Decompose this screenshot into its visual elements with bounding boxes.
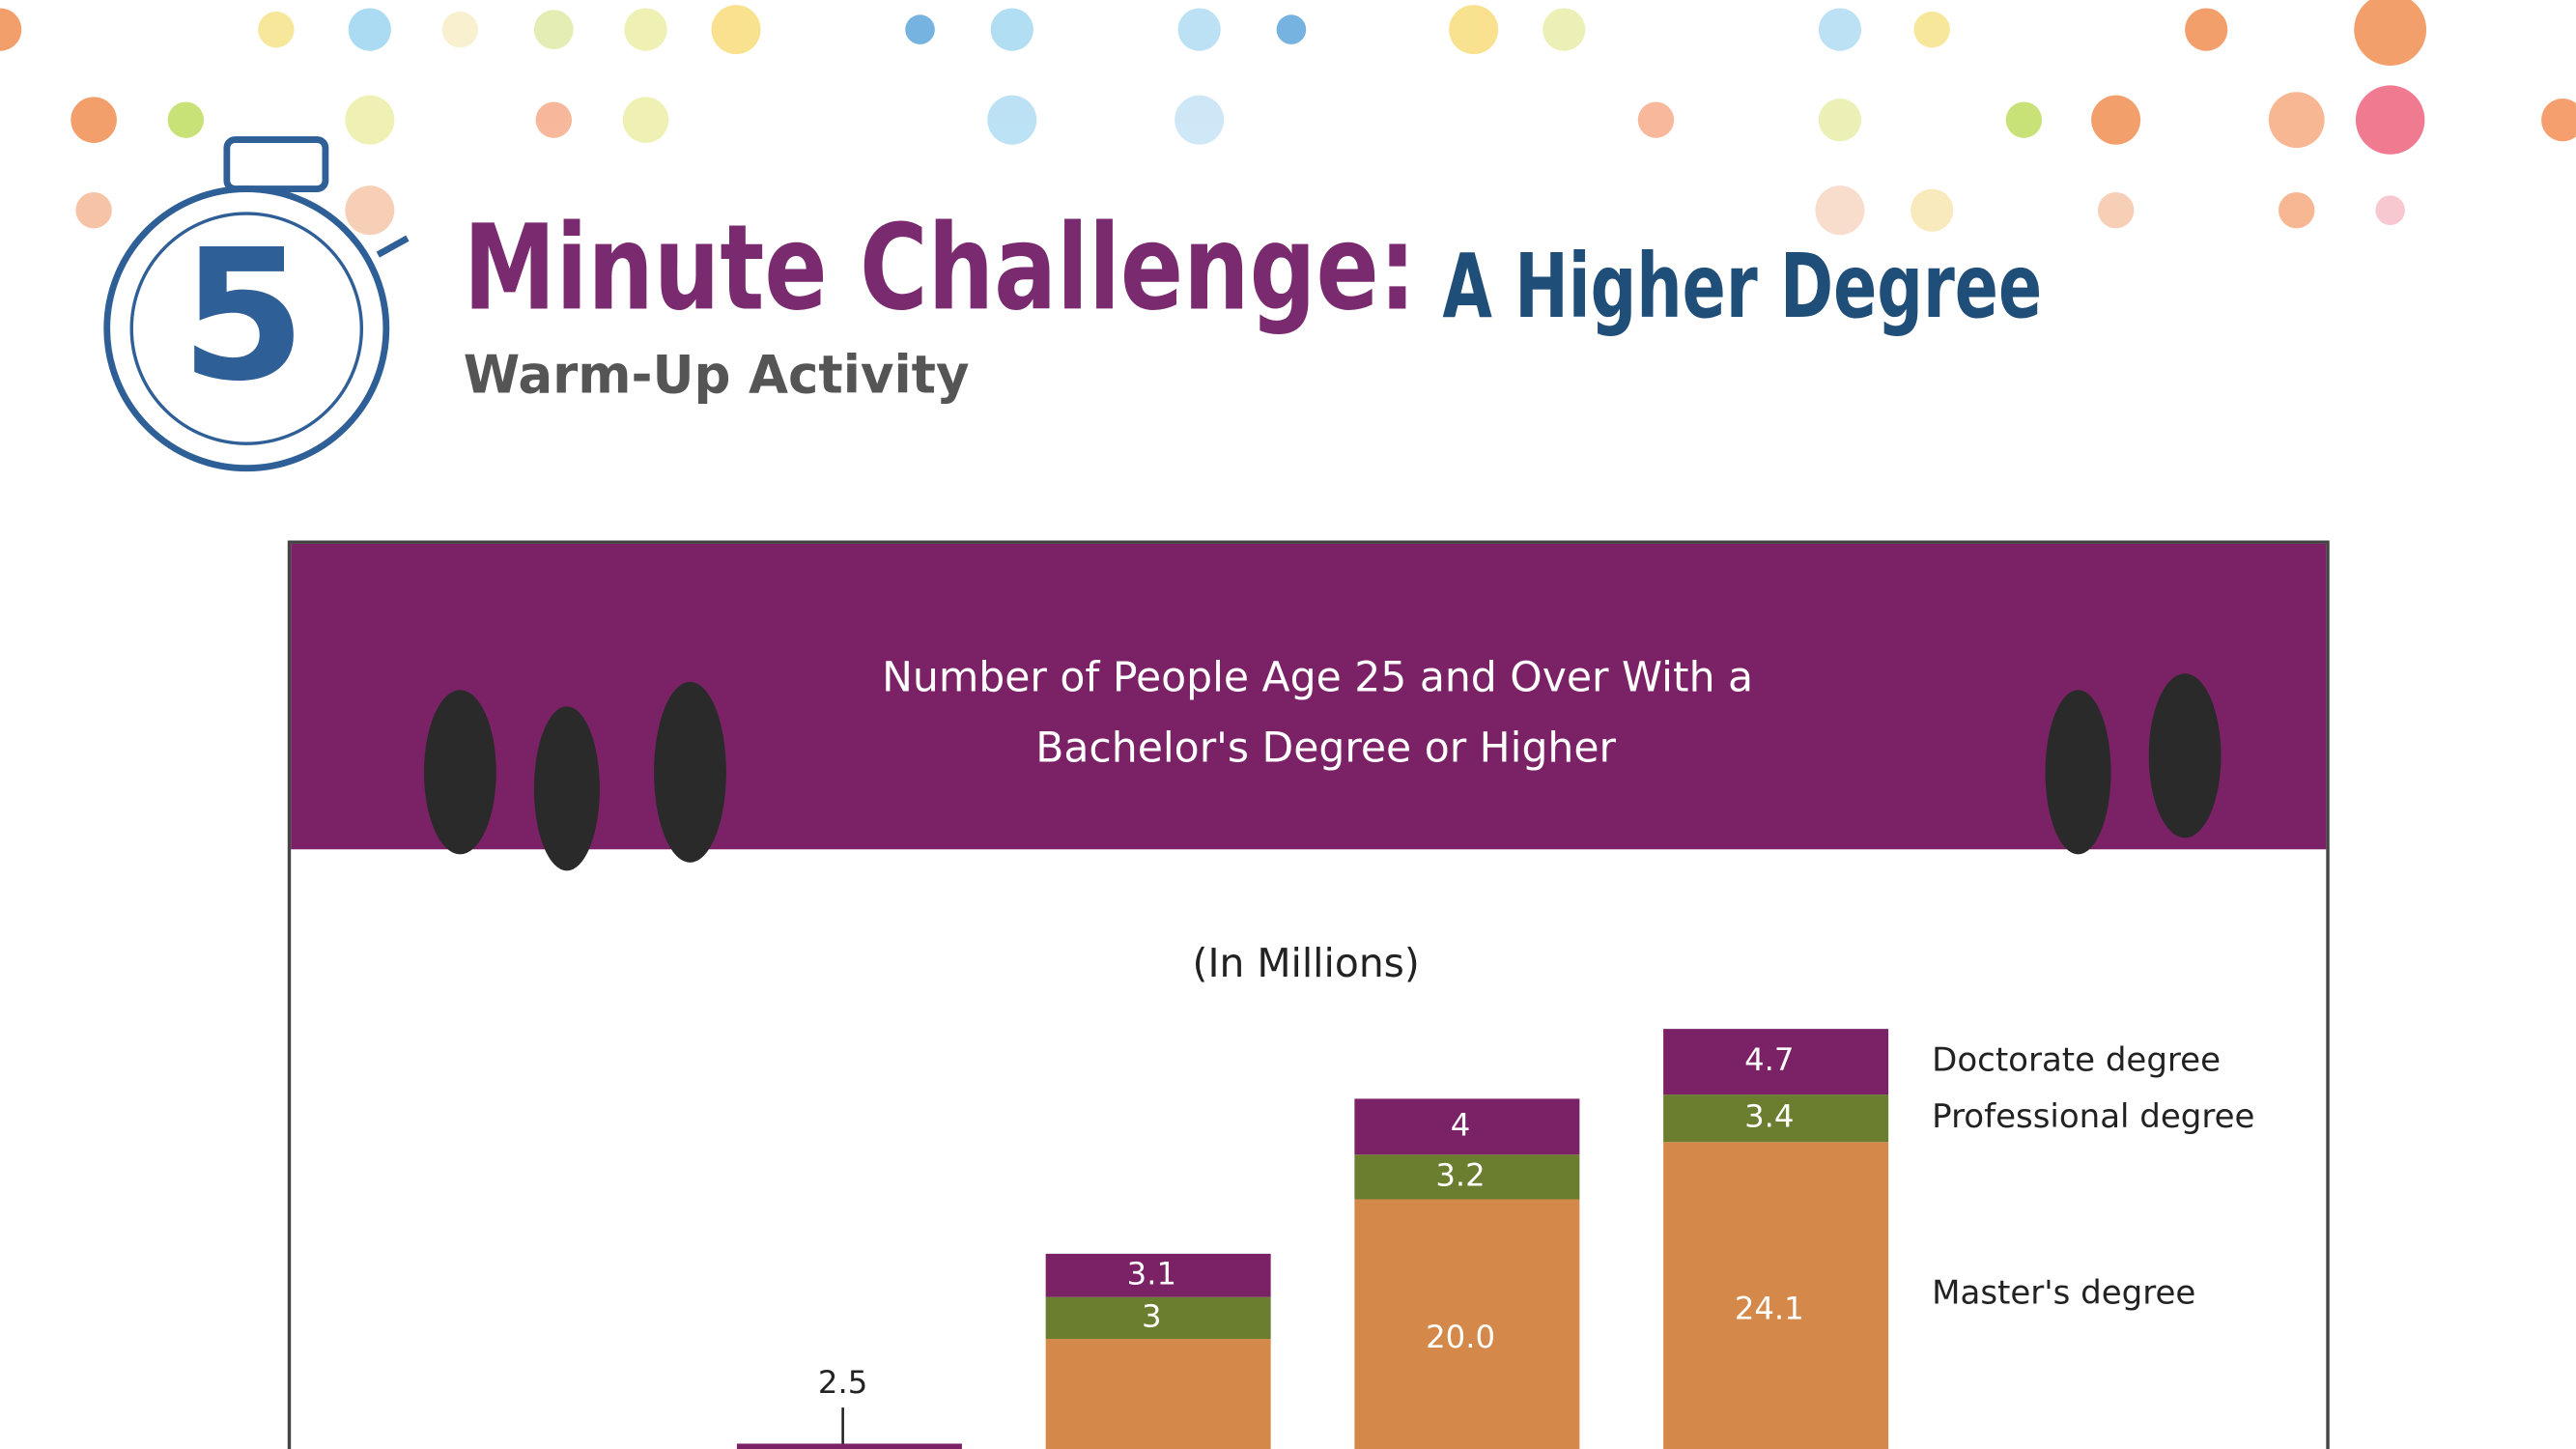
bar-segment xyxy=(1663,1094,1889,1143)
legend-label: Professional degree xyxy=(1932,1097,2254,1136)
title: Minute Challenge: xyxy=(464,198,1416,336)
legend-label: Master's degree xyxy=(1932,1274,2195,1313)
title-tail: A Higher Degree xyxy=(1442,235,2042,338)
bar-segment xyxy=(736,1443,962,1449)
chart-banner xyxy=(291,543,2327,850)
chart-title: Number of People Age 25 and Over With a xyxy=(882,655,1753,702)
labels: 2.5 3 3.1 20.0 3.2 4 24.1 Master's degree 3.4 Pro… xyxy=(818,1041,2254,1444)
value-label: 3 xyxy=(1142,1297,1162,1334)
bar-segment xyxy=(1045,1253,1271,1297)
bar-segment xyxy=(1354,1154,1580,1200)
chart-title: Bachelor's Degree or Higher xyxy=(1035,725,1616,773)
bar-segment xyxy=(1045,1296,1271,1340)
subtitle: Warm-Up Activity xyxy=(464,343,970,405)
decor-dots xyxy=(0,0,2576,236)
value-label: 20.0 xyxy=(1426,1319,1495,1355)
value-label: 2.5 xyxy=(818,1364,867,1401)
value-label: 3.1 xyxy=(1127,1255,1176,1292)
value-label: 3.2 xyxy=(1435,1156,1485,1193)
value-label: 24.1 xyxy=(1735,1290,1804,1326)
stopwatch-icon xyxy=(103,136,410,472)
bar-segment xyxy=(1663,1029,1889,1095)
bar-segment xyxy=(1045,1339,1271,1449)
bar-segment xyxy=(1354,1098,1580,1155)
bar-segment xyxy=(1354,1199,1580,1449)
value-label: 3.4 xyxy=(1744,1098,1794,1135)
bar-segment xyxy=(1663,1142,1889,1449)
value-label: 4.7 xyxy=(1744,1041,1794,1078)
legend-label: Doctorate degree xyxy=(1932,1041,2221,1080)
chart-subtitle: (In Millions) xyxy=(1193,940,1420,986)
plot xyxy=(736,1029,1889,1449)
value-label: 4 xyxy=(1451,1106,1471,1143)
graduates-illustration xyxy=(423,673,2222,871)
badge: 5 xyxy=(181,211,306,421)
